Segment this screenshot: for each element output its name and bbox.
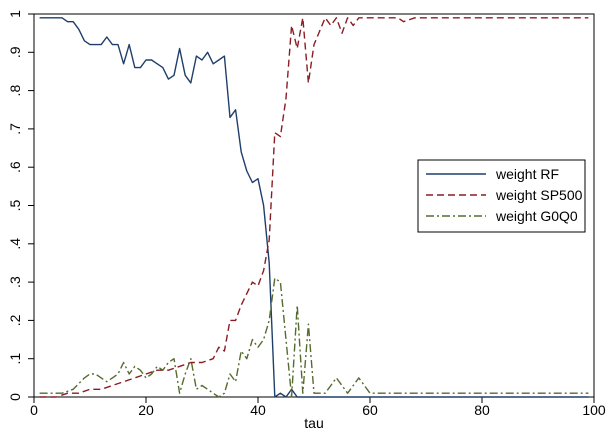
- y-tick-label: .4: [7, 238, 23, 250]
- y-tick-label: 0: [7, 393, 23, 401]
- y-tick-label: .5: [7, 199, 23, 211]
- x-tick-label: 100: [582, 402, 606, 418]
- y-tick-label: .2: [7, 314, 23, 326]
- series-layer: [39, 17, 589, 398]
- x-tick-label: 80: [474, 402, 490, 418]
- legend-label: weight G0Q0: [495, 208, 578, 224]
- x-tick-label: 40: [250, 402, 266, 418]
- y-tick-label: 1: [7, 10, 23, 18]
- y-tick-label: .9: [7, 46, 23, 58]
- x-tick-label: 20: [138, 402, 154, 418]
- legend-label: weight RF: [495, 166, 559, 182]
- y-tick-label: .1: [7, 353, 23, 365]
- y-tick-label: .7: [7, 123, 23, 135]
- x-axis-label: tau: [304, 415, 323, 431]
- x-tick-label: 0: [30, 402, 38, 418]
- y-tick-label: .3: [7, 276, 23, 288]
- legend-box: [417, 159, 586, 233]
- legend-label: weight SP500: [495, 187, 583, 203]
- series-line-1: [39, 17, 589, 398]
- x-tick-label: 60: [362, 402, 378, 418]
- series-line-3: [39, 277, 589, 398]
- y-tick-label: .8: [7, 85, 23, 97]
- series-line-2: [39, 17, 589, 398]
- legend: weight RF weight SP500 weight G0Q0: [417, 159, 586, 233]
- y-tick-label: .6: [7, 161, 23, 173]
